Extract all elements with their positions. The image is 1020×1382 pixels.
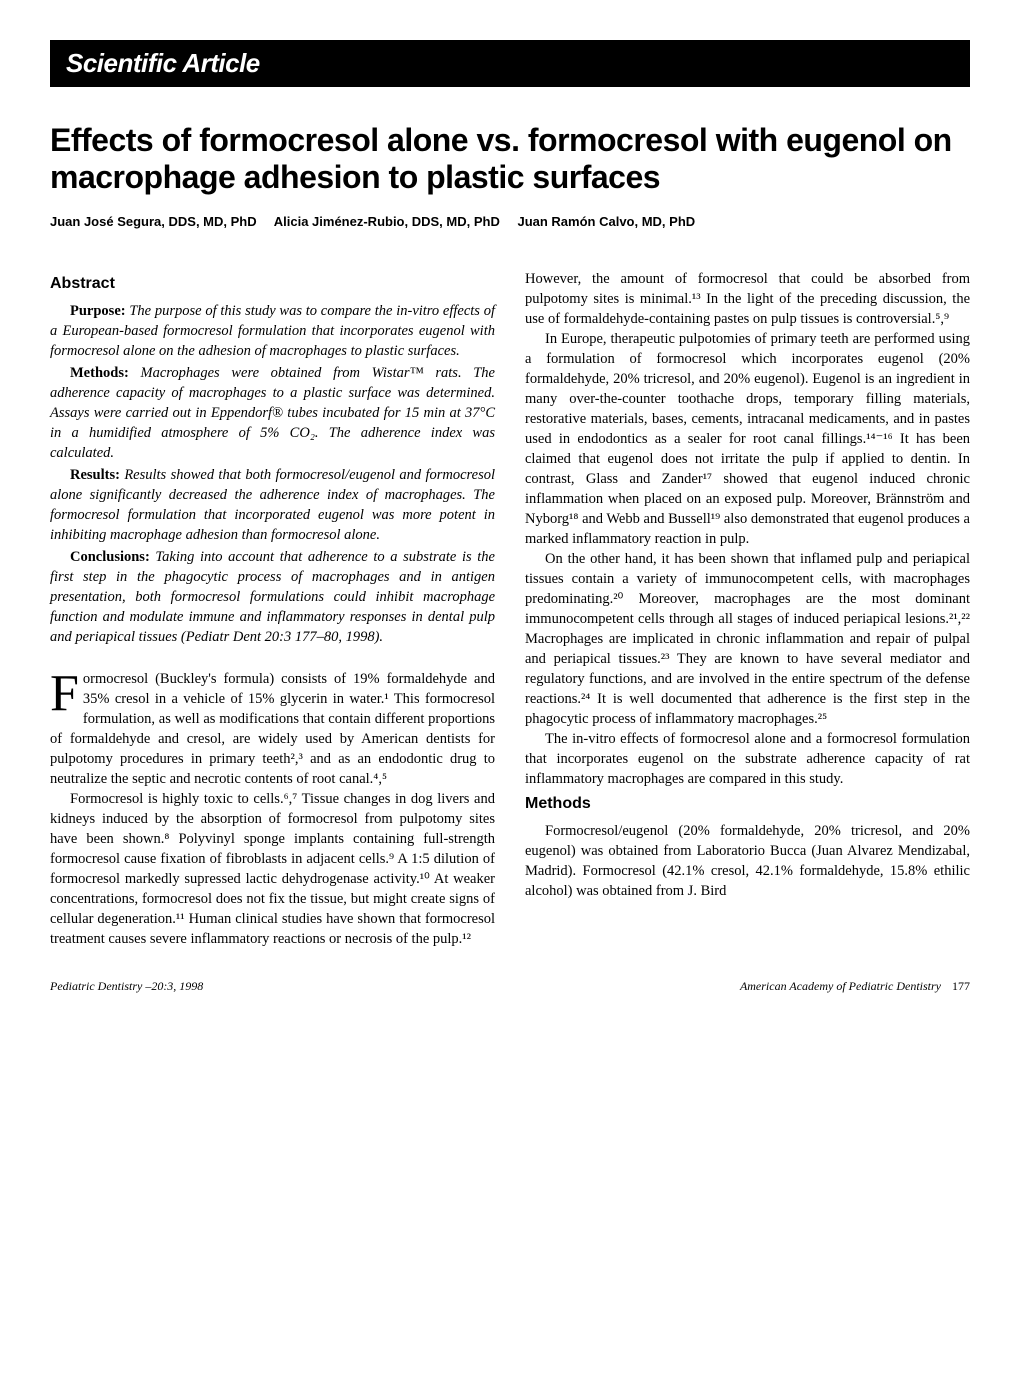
results-label: Results: <box>70 467 120 483</box>
footer-left: Pediatric Dentistry –20:3, 1998 <box>50 979 203 994</box>
conclusions-label: Conclusions: <box>70 549 150 565</box>
intro-para-2: Formocresol is highly toxic to cells.⁶,⁷… <box>50 789 495 949</box>
article-type-banner: Scientific Article <box>50 40 970 87</box>
intro-para-1: Formocresol (Buckley's formula) consists… <box>50 669 495 789</box>
left-column: Abstract Purpose: The purpose of this st… <box>50 269 495 949</box>
methods-heading: Methods <box>525 793 970 815</box>
abstract-methods: Methods: Macrophages were obtained from … <box>50 363 495 463</box>
banner-text: Scientific Article <box>66 48 260 78</box>
footer-right: American Academy of Pediatric Dentistry … <box>740 979 970 994</box>
abstract-results: Results: Results showed that both formoc… <box>50 465 495 545</box>
abstract-conclusions: Conclusions: Taking into account that ad… <box>50 547 495 647</box>
col2-para-2: In Europe, therapeutic pulpotomies of pr… <box>525 329 970 549</box>
author: Juan José Segura, DDS, MD, PhD <box>50 214 257 229</box>
author: Alicia Jiménez-Rubio, DDS, MD, PhD <box>274 214 500 229</box>
footer-journal: American Academy of Pediatric Dentistry <box>740 979 941 993</box>
two-column-content: Abstract Purpose: The purpose of this st… <box>50 269 970 949</box>
footer-page-number: 177 <box>952 979 970 993</box>
methods-label: Methods: <box>70 365 129 381</box>
col2-para-1: However, the amount of formocresol that … <box>525 269 970 329</box>
abstract-heading: Abstract <box>50 273 495 295</box>
col2-para-3: On the other hand, it has been shown tha… <box>525 549 970 729</box>
author-list: Juan José Segura, DDS, MD, PhD Alicia Ji… <box>50 214 970 229</box>
col2-para-4: The in-vitro effects of formocresol alon… <box>525 729 970 789</box>
abstract-purpose: Purpose: The purpose of this study was t… <box>50 301 495 361</box>
methods-para-1: Formocresol/eugenol (20% formaldehyde, 2… <box>525 821 970 901</box>
article-title: Effects of formocresol alone vs. formocr… <box>50 122 970 196</box>
right-column: However, the amount of formocresol that … <box>525 269 970 949</box>
abstract-block: Purpose: The purpose of this study was t… <box>50 301 495 647</box>
page-footer: Pediatric Dentistry –20:3, 1998 American… <box>50 979 970 994</box>
dropcap: F <box>50 669 83 715</box>
intro-p1-text: ormocresol (Buckley's formula) consists … <box>50 671 495 787</box>
author: Juan Ramón Calvo, MD, PhD <box>517 214 695 229</box>
purpose-label: Purpose: <box>70 303 126 319</box>
